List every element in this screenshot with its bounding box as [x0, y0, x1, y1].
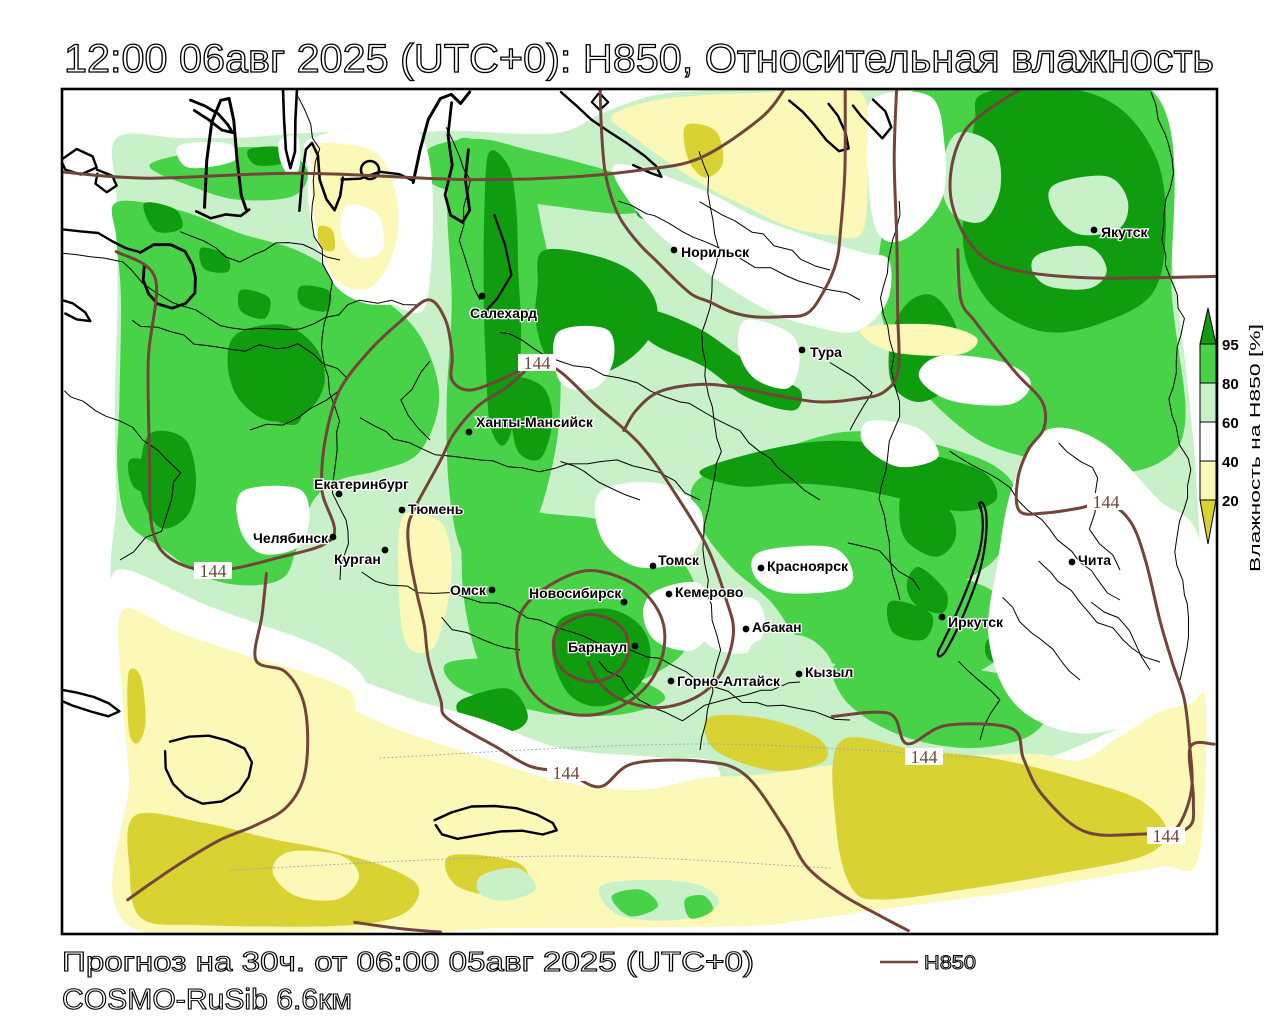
svg-text:Тура: Тура: [810, 344, 842, 360]
svg-text:Норильск: Норильск: [681, 244, 750, 260]
svg-text:Тюмень: Тюмень: [408, 501, 464, 517]
svg-text:144: 144: [911, 747, 938, 767]
svg-text:Омск: Омск: [450, 582, 487, 598]
svg-text:Екатеринбург: Екатеринбург: [314, 476, 409, 492]
svg-text:Прогноз на 30ч. от 06:00 05авг: Прогноз на 30ч. от 06:00 05авг 2025 (UTC…: [62, 946, 754, 977]
svg-text:144: 144: [524, 353, 551, 373]
svg-text:144: 144: [553, 763, 580, 783]
svg-text:Горно-Алтайск: Горно-Алтайск: [677, 673, 781, 689]
svg-text:Курган: Курган: [334, 551, 381, 567]
svg-text:Якутск: Якутск: [1101, 224, 1148, 240]
svg-text:H850: H850: [924, 953, 976, 974]
svg-text:Кемерово: Кемерово: [675, 584, 743, 600]
svg-text:Кызыл: Кызыл: [805, 664, 853, 680]
svg-text:40: 40: [1222, 454, 1239, 471]
svg-text:95: 95: [1222, 337, 1239, 354]
svg-text:Влажность на H850 [%]: Влажность на H850 [%]: [1247, 324, 1264, 572]
svg-text:COSMO-RuSib 6.6км: COSMO-RuSib 6.6км: [62, 984, 352, 1016]
svg-text:12:00 06авг 2025 (UTC+0): H850: 12:00 06авг 2025 (UTC+0): H850, Относите…: [64, 37, 1214, 81]
svg-text:80: 80: [1222, 376, 1239, 393]
svg-text:Ханты-Мансийск: Ханты-Мансийск: [476, 414, 594, 430]
svg-text:Новосибирск: Новосибирск: [529, 585, 622, 601]
svg-text:Красноярск: Красноярск: [767, 558, 849, 574]
svg-text:Салехард: Салехард: [470, 305, 537, 321]
svg-text:Томск: Томск: [658, 552, 700, 568]
svg-text:60: 60: [1222, 415, 1239, 432]
svg-text:Чита: Чита: [1078, 552, 1111, 568]
svg-text:144: 144: [1153, 826, 1180, 846]
svg-text:144: 144: [200, 561, 227, 581]
svg-text:Барнаул: Барнаул: [568, 639, 627, 655]
svg-text:144: 144: [1093, 492, 1120, 512]
svg-text:20: 20: [1222, 493, 1239, 510]
svg-text:Иркутск: Иркутск: [948, 614, 1004, 630]
svg-text:Абакан: Абакан: [752, 619, 802, 635]
svg-text:Челябинск: Челябинск: [253, 530, 329, 546]
